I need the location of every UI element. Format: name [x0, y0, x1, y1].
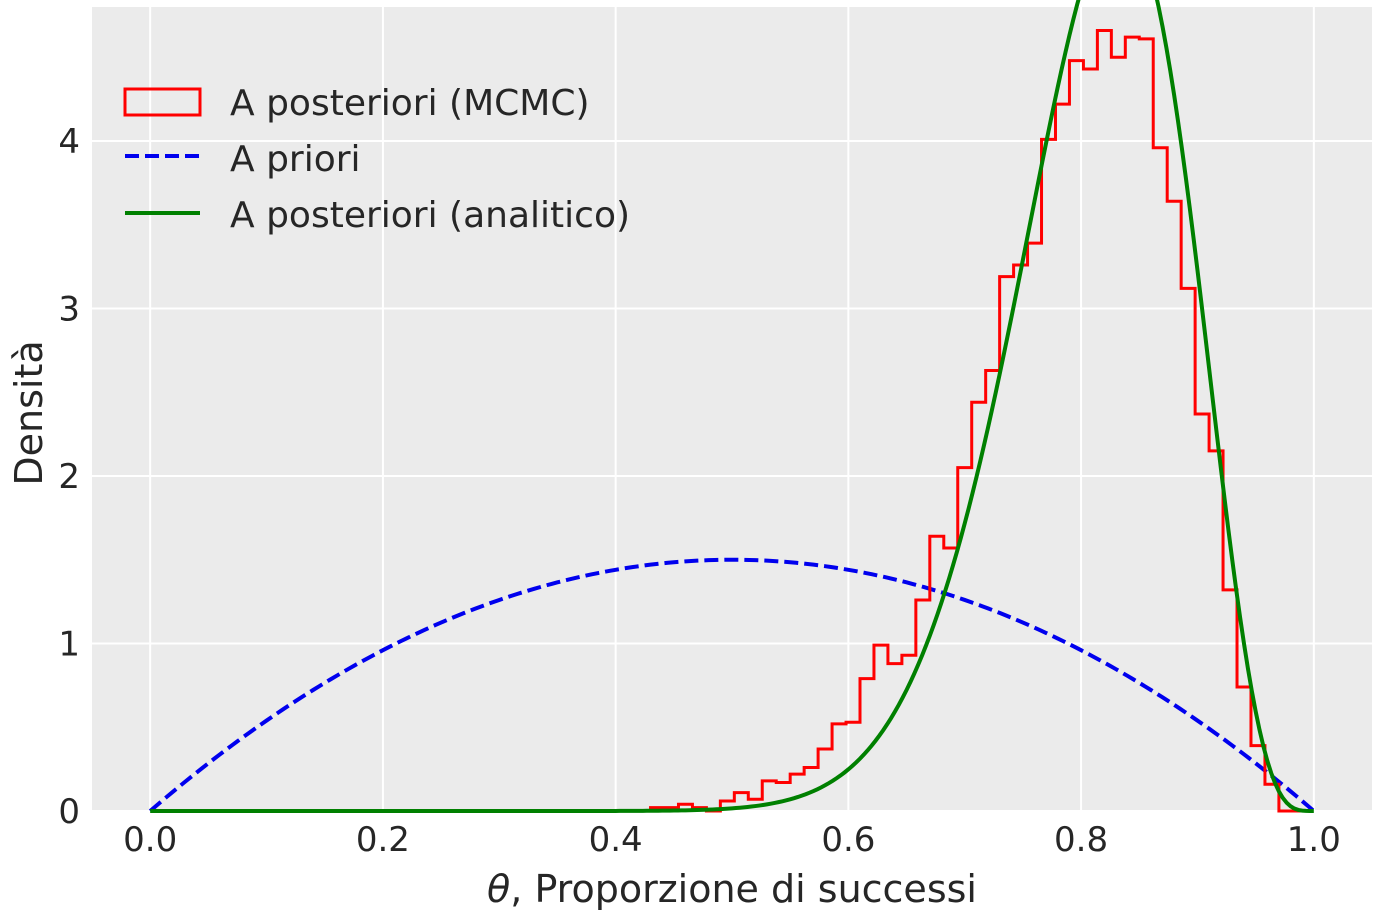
- x-tick-labels: 0.0 0.2 0.4 0.6 0.8 1.0: [123, 820, 1341, 860]
- y-tick-label: 2: [58, 457, 80, 497]
- x-axis-text: , Proporzione di successi: [510, 867, 977, 911]
- y-tick-labels: 0 1 2 3 4: [58, 122, 80, 832]
- legend-histogram-swatch: [123, 87, 202, 117]
- analytic-posterior-curve: [150, 0, 1314, 813]
- x-tick-label: 0.2: [356, 820, 410, 860]
- x-axis-label: θ, Proporzione di successi: [487, 867, 977, 911]
- x-tick-label: 0.4: [589, 820, 643, 860]
- legend: A posteriori (MCMC) A priori A posterior…: [123, 83, 630, 236]
- y-axis-label: Densità: [7, 340, 51, 485]
- legend-label-mcmc: A posteriori (MCMC): [230, 83, 590, 124]
- prior-series: [148, 557, 1316, 813]
- y-tick-label: 1: [58, 625, 80, 665]
- legend-label-analytic: A posteriori (analitico): [230, 195, 630, 236]
- x-tick-label: 1.0: [1287, 820, 1341, 860]
- x-tick-label: 0.0: [123, 820, 177, 860]
- grid-lines: [92, 7, 1372, 812]
- y-tick-label: 4: [58, 122, 80, 162]
- prior-curve: [148, 557, 1316, 813]
- histogram-outline: [580, 28, 1307, 813]
- y-tick-label: 0: [58, 792, 80, 832]
- x-tick-label: 0.6: [821, 820, 875, 860]
- legend-label-prior: A priori: [230, 139, 361, 180]
- x-tick-label: 0.8: [1054, 820, 1108, 860]
- y-tick-label: 3: [58, 290, 80, 330]
- analytic-posterior-series: [150, 0, 1314, 813]
- mcmc-histogram-series: [580, 28, 1307, 813]
- x-axis-symbol: θ: [487, 867, 510, 911]
